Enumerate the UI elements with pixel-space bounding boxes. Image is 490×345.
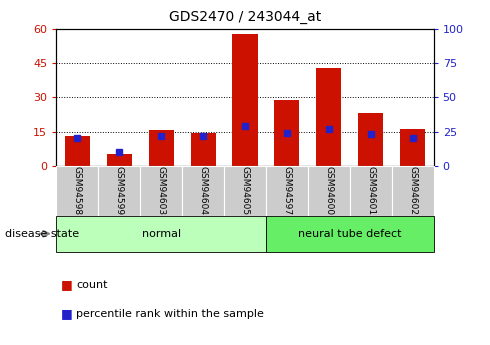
Text: count: count: [76, 280, 107, 289]
Bar: [274, 100, 299, 166]
Text: ■: ■: [61, 278, 73, 291]
Text: GSM94600: GSM94600: [324, 166, 333, 215]
Text: GSM94602: GSM94602: [408, 166, 417, 215]
Text: GSM94605: GSM94605: [241, 166, 249, 215]
Text: normal: normal: [142, 229, 181, 239]
Bar: [148, 130, 174, 166]
Bar: [232, 34, 258, 166]
Text: GSM94597: GSM94597: [282, 166, 292, 215]
Text: disease state: disease state: [5, 229, 79, 239]
Text: GSM94599: GSM94599: [115, 166, 124, 215]
Text: GDS2470 / 243044_at: GDS2470 / 243044_at: [169, 10, 321, 24]
Text: neural tube defect: neural tube defect: [298, 229, 402, 239]
Bar: [107, 154, 132, 166]
Text: percentile rank within the sample: percentile rank within the sample: [76, 309, 264, 319]
Text: GSM94598: GSM94598: [73, 166, 82, 215]
Text: GSM94601: GSM94601: [366, 166, 375, 215]
Bar: [358, 114, 383, 166]
Text: GSM94604: GSM94604: [198, 166, 208, 215]
Text: ■: ■: [61, 307, 73, 321]
Bar: [316, 68, 342, 166]
Bar: [191, 133, 216, 166]
Text: GSM94603: GSM94603: [157, 166, 166, 215]
Bar: [65, 136, 90, 166]
Bar: [400, 129, 425, 166]
